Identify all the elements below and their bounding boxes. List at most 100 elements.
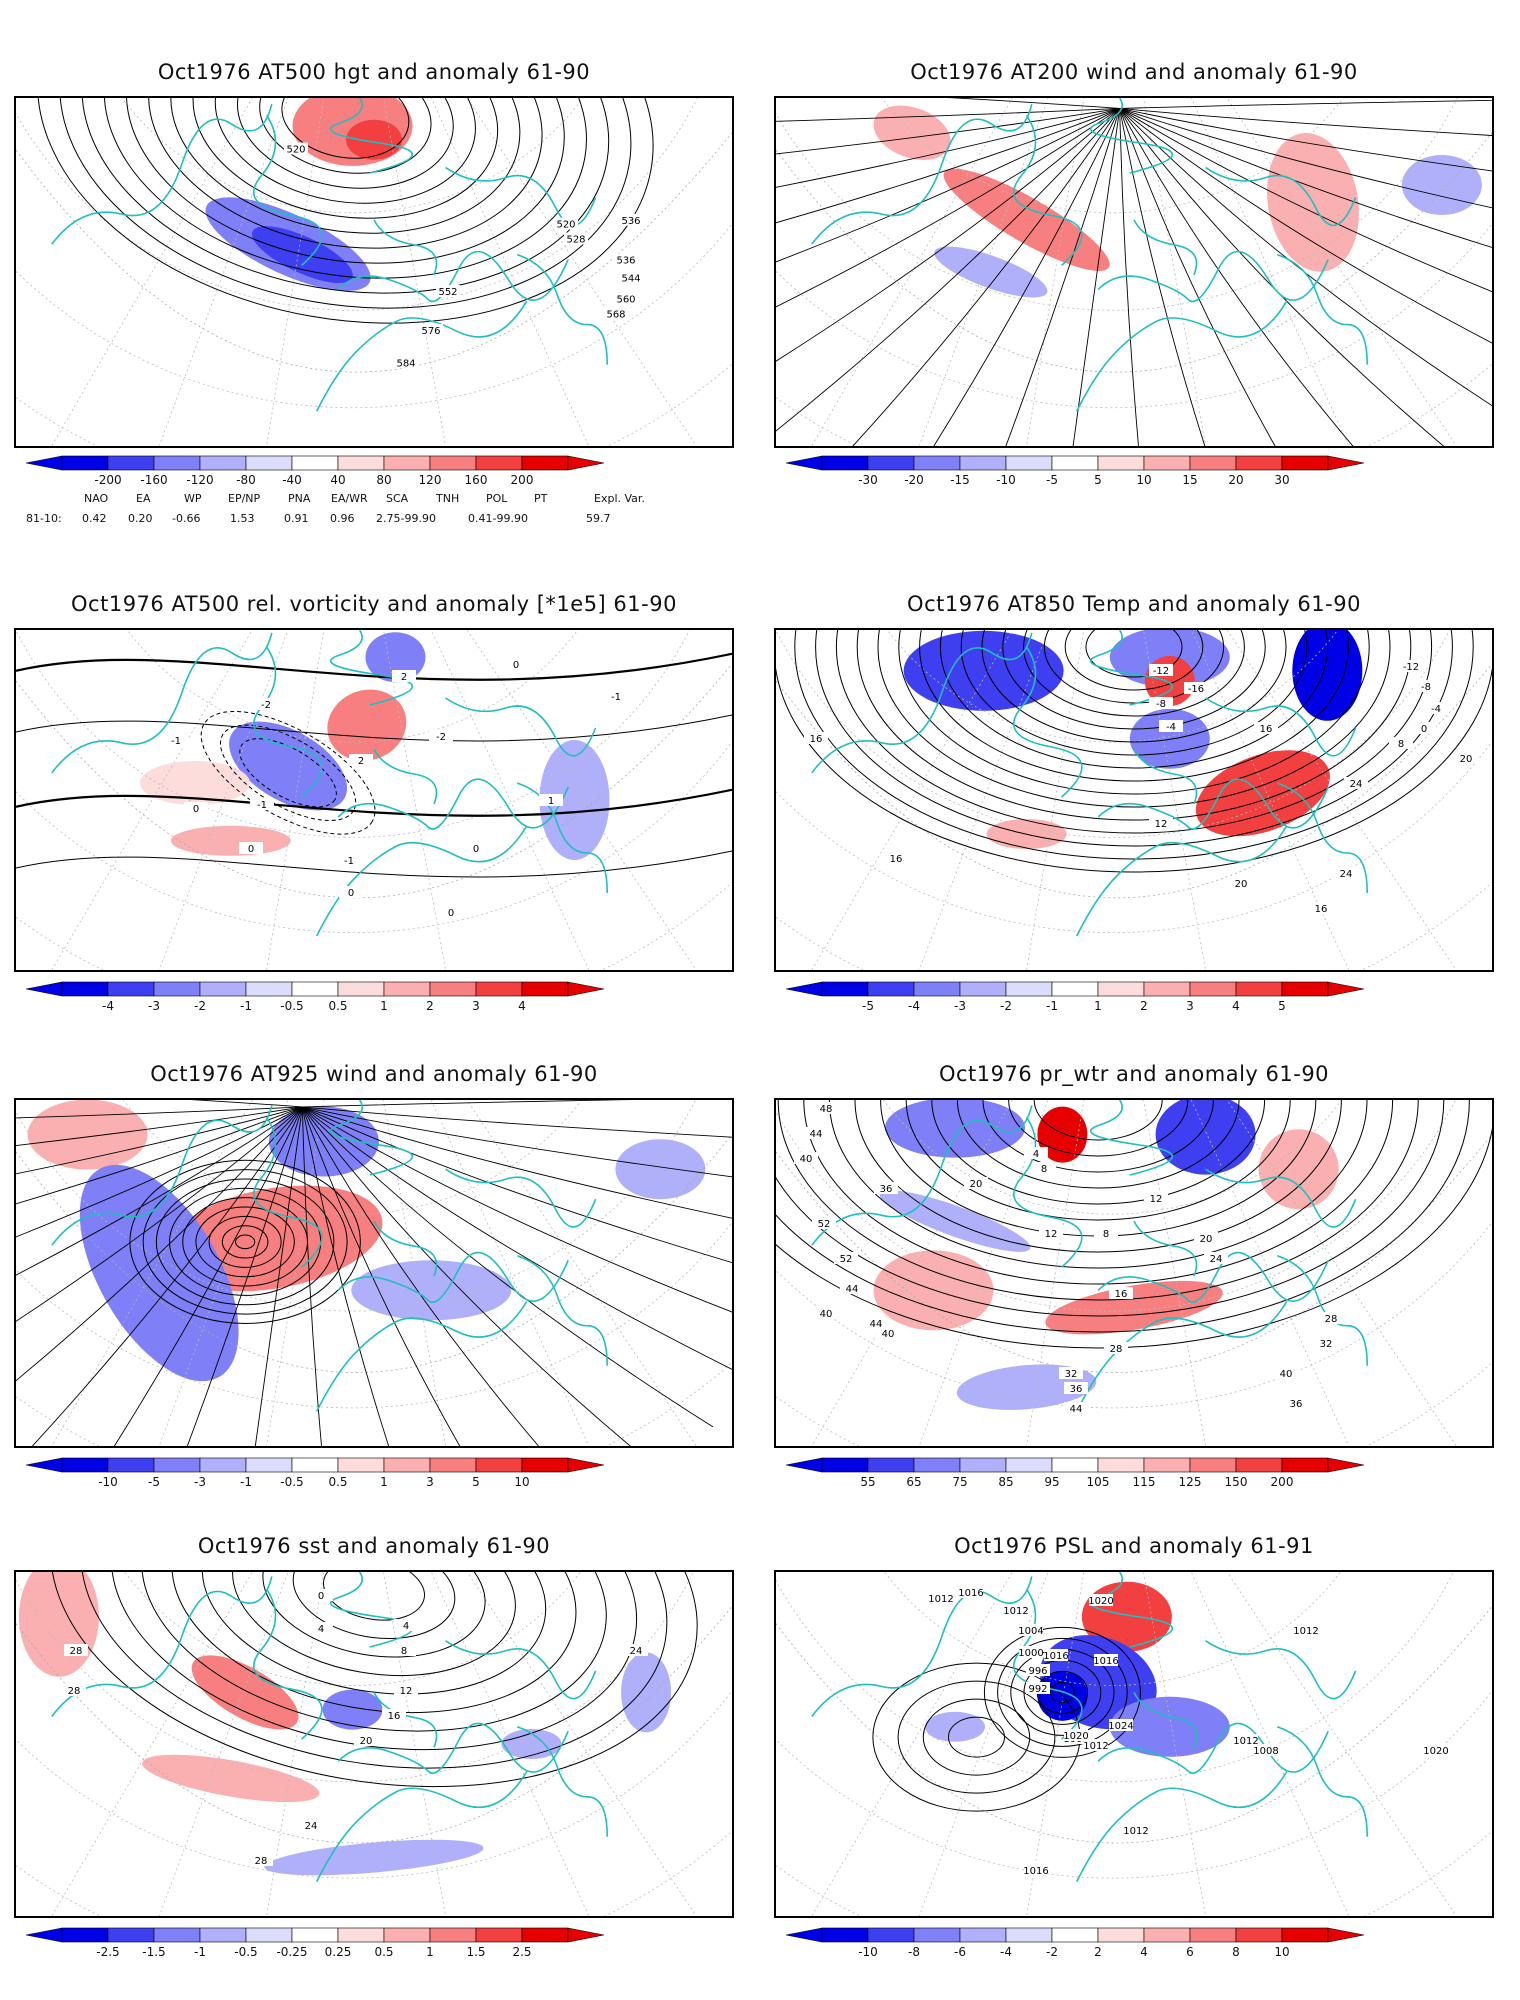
contour-label-bg [1026,1682,1050,1694]
contour-label: -12 [1403,662,1419,673]
index-value: 59.7 [586,512,611,525]
colorbar-segment [383,1457,431,1473]
contour-label: 1000 [1018,1648,1043,1659]
index-value: 0.96 [330,512,355,525]
streamline [16,1106,303,1175]
graticule-latitude [776,98,1458,311]
contour-label-bg [1159,720,1183,732]
contour-line [16,850,732,878]
contour-line [192,98,499,219]
streamline [302,1106,631,1446]
graticule-meridian [1226,1572,1457,1916]
contour-label-bg [249,1854,273,1866]
contour-label: 48 [820,1104,833,1115]
contour-line [960,630,1308,756]
contour-label: -8 [1421,682,1431,693]
contour-line [919,630,1349,782]
streamline [852,108,1121,446]
colorbar-segment [1005,1927,1053,1943]
teleconnection-indices: NAO EA WP EP/NP PNA EA/WR SCA TNH POL PT… [26,492,686,532]
colorbar-tick-label: 65 [906,1475,921,1489]
colorbar-segment [1143,1457,1191,1473]
coastline [1089,98,1174,174]
contour-label: 32 [1320,1339,1333,1350]
streamline [1119,108,1492,293]
contour-label: 536 [616,256,635,267]
contour-label: 44 [810,1129,823,1140]
colorbar-segment [291,1927,339,1943]
colorbar-segment [107,981,155,997]
coastline [1097,1722,1329,1774]
colorbar-tick-label: 3 [1186,999,1194,1013]
contour-label: 28 [70,1646,83,1657]
contour-label: 36 [1290,1399,1303,1410]
contour-line [776,1127,1492,1349]
contour-line [259,98,432,174]
anomaly-shading [1129,708,1210,769]
contour-label-bg [1314,1337,1338,1349]
colorbar-segment [61,1927,109,1943]
contour-label: 12 [1150,1194,1163,1205]
coastline [1205,166,1357,227]
map-frame: 1012101610121004100099699210081012101610… [774,1570,1494,1918]
colorbar-segment [1235,1927,1283,1943]
colorbar-arrow-left [785,1457,823,1473]
map-boundary [776,132,1492,373]
colorbar: -200 -160 -120 -80 -40 40 80 120 160 200 [25,455,605,487]
streamline [302,1106,732,1313]
contour-label: 992 [1028,1684,1047,1695]
contour-label-bg [1274,1367,1298,1379]
contour-line [171,1572,577,1714]
streamline [302,1106,732,1138]
contour-label: 8 [1103,1229,1109,1240]
colorbar-segment [383,981,431,997]
index-value: 0.20 [128,512,153,525]
contour-label-bg [1019,1624,1043,1636]
contour-label: -4 [1431,704,1441,715]
contour-line [232,1572,516,1677]
coastline [1013,114,1083,266]
colorbar-tick-label: -0.5 [280,999,303,1013]
contour-line [155,1178,335,1306]
colorbar-tick-label: 75 [952,1475,967,1489]
contour-line [1064,630,1204,691]
contour-label-bg [436,285,460,297]
contour-line [80,1572,668,1769]
contour-label: 52 [840,1254,853,1265]
colorbar-tick-label: 15 [1182,473,1197,487]
panel-title: Oct1976 PSL and anomaly 61-91 [954,1534,1314,1558]
colorbar-tick-label: -5 [1046,473,1058,487]
colorbar-segment [245,1457,293,1473]
colorbar: -2.5 -1.5 -1 -0.5 -0.25 0.25 0.5 1 1.5 2.5 [25,1927,605,1959]
contour-label: 8 [1041,1164,1047,1175]
colorbar-tick-label: -4 [102,999,114,1013]
coastline [253,114,323,266]
coastline [1205,1168,1357,1228]
colorbar-tick-label: 30 [1274,473,1289,487]
colorbar: -4 -3 -2 -1 -0.5 0.5 1 2 3 4 [25,981,605,1013]
colorbar-tick-label: -0.25 [276,1945,307,1959]
colorbar-segment [199,455,247,471]
colorbar-segment [1051,455,1099,471]
colorbar-tick-label: -5 [862,999,874,1013]
graticule-meridian [266,1572,325,1916]
colorbar-tick-label: 125 [1179,1475,1202,1489]
anomaly-shading [142,1754,320,1803]
contour-label-bg [794,1152,818,1164]
coastline [1205,697,1357,757]
colorbar-segment [1097,1927,1145,1943]
contour-line [214,98,476,204]
contour-label-bg [1229,877,1253,889]
colorbar-tick-label: -10 [996,473,1016,487]
colorbar-segment [959,981,1007,997]
contour-label-bg [439,906,463,918]
contour-label-bg [1309,902,1333,914]
coastline [1133,748,1198,805]
colorbar-tick-label: -2.5 [96,1945,119,1959]
contour-line [931,1100,1266,1205]
colorbar-tick-label: -10 [858,1945,878,1959]
contour-line [281,98,410,159]
contour-label: 520 [286,145,305,156]
streamline [776,107,1120,122]
colorbar-tick-label: 1 [380,999,388,1013]
